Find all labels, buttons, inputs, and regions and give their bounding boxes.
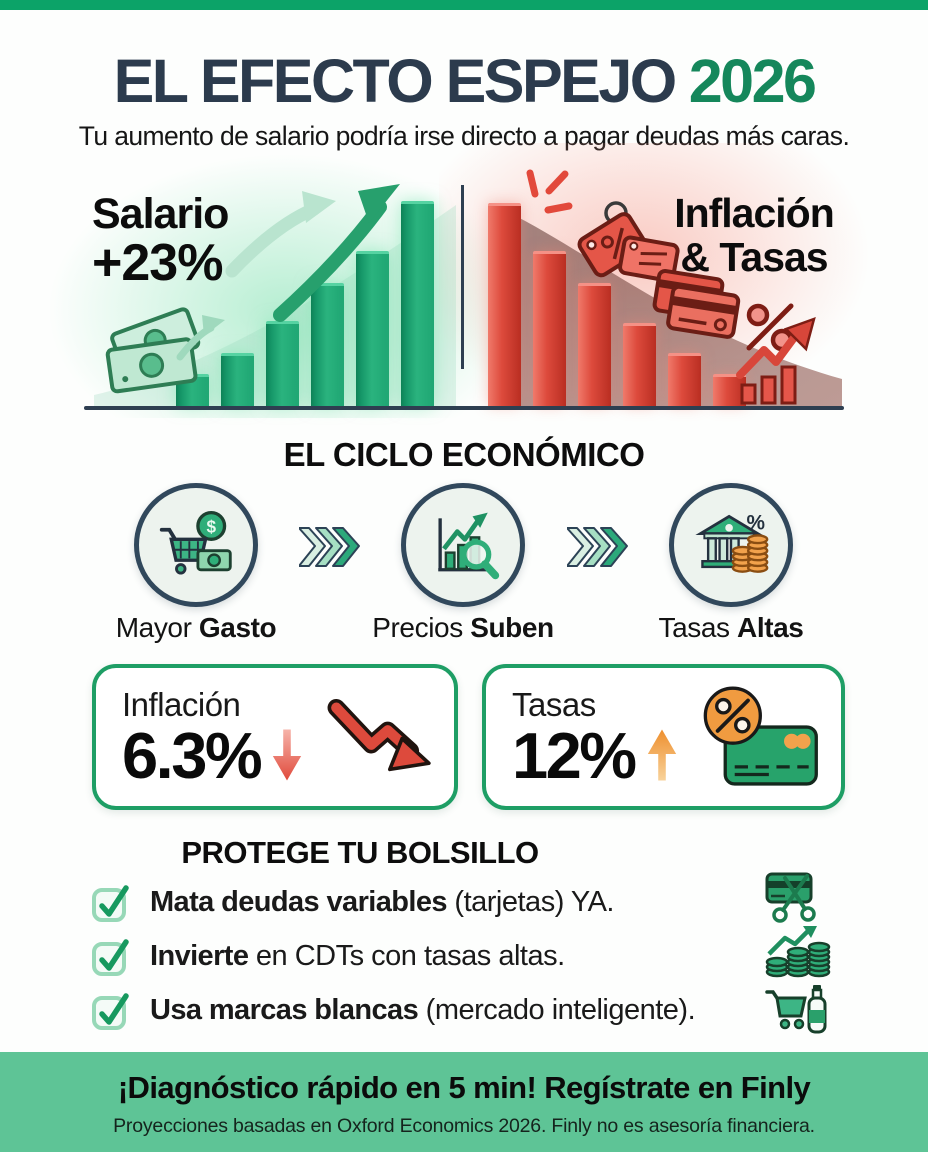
- protect-item-3: Usa marcas blancas (mercado inteligente)…: [92, 986, 696, 1034]
- chevron-arrows-icon: [299, 527, 360, 567]
- inflation-stat-card: Inflación 6.3%: [92, 664, 458, 810]
- chart-bar: [221, 353, 254, 406]
- cycle-label-bold: Gasto: [198, 612, 277, 643]
- chart-bar: [356, 251, 389, 406]
- footer-cta-band: ¡Diagnóstico rápido en 5 min! Regístrate…: [0, 1052, 928, 1152]
- cycle-step-tasas: %: [669, 483, 793, 607]
- cycle-label-bold: Altas: [737, 612, 804, 643]
- top-accent-bar: [0, 0, 928, 10]
- protect-item-2: Invierte en CDTs con tasas altas.: [92, 932, 565, 980]
- checkbox-check-icon: [92, 885, 129, 922]
- protect-item-rest: en CDTs con tasas altas.: [248, 939, 565, 972]
- protect-item-text: Invierte en CDTs con tasas altas.: [150, 940, 565, 973]
- chart-bar: [311, 283, 344, 406]
- chart-bar: [623, 323, 656, 406]
- inflation-stat-value: 6.3%: [122, 718, 263, 792]
- chart-bar: [578, 283, 611, 406]
- protect-item-1: Mata deudas variables (tarjetas) YA.: [92, 878, 614, 926]
- cycle-step-gasto: $: [134, 483, 258, 607]
- protect-item-bold: Usa marcas blancas: [150, 993, 419, 1026]
- chevron-arrows-icon: [567, 527, 628, 567]
- cycle-label-gasto: Mayor Gasto: [76, 612, 316, 644]
- cycle-label-tasas: Tasas Altas: [611, 612, 851, 644]
- svg-text:$: $: [206, 517, 216, 537]
- chart-bar: [266, 321, 299, 406]
- inflation-bars: [488, 203, 746, 406]
- shopping-cart-money-icon: $: [159, 510, 232, 575]
- inflation-stat-label: Inflación: [122, 686, 241, 724]
- page-title: EL EFECTO ESPEJO 2026: [0, 46, 928, 116]
- cycle-label-bold: Suben: [470, 612, 554, 643]
- red-zigzag-down-arrow-icon: [327, 698, 431, 772]
- percent-rise-chart-icon: [736, 303, 816, 405]
- protect-section-title: PROTEGE TU BOLSILLO: [181, 835, 539, 870]
- cycle-label-prefix: Mayor: [115, 612, 199, 643]
- footer-headline: ¡Diagnóstico rápido en 5 min! Regístrate…: [117, 1070, 811, 1105]
- title-year: 2026: [688, 47, 817, 115]
- chart-bar: [668, 353, 701, 406]
- cart-bottle-icon: [765, 985, 827, 1034]
- percent-credit-card-icon: [703, 686, 818, 786]
- center-divider-line: [461, 185, 464, 369]
- cycle-section-title: EL CICLO ECONÓMICO: [283, 436, 645, 473]
- checkbox-check-icon: [92, 939, 129, 976]
- orange-up-arrow-icon: [647, 729, 676, 781]
- red-down-arrow-icon: [272, 729, 302, 781]
- inflation-label-line2: & Tasas: [680, 234, 828, 281]
- rates-stat-label: Tasas: [512, 686, 596, 724]
- growth-coins-icon: [765, 926, 831, 978]
- price-chart-magnifier-icon: [438, 512, 500, 580]
- salary-label: Salario +23%: [92, 190, 229, 292]
- protect-item-text: Usa marcas blancas (mercado inteligente)…: [150, 993, 696, 1027]
- protect-item-bold: Invierte: [150, 939, 249, 972]
- protect-item-rest: (tarjetas) YA.: [446, 885, 614, 918]
- credit-cards-icon: [652, 268, 741, 339]
- salary-label-line1: Salario: [92, 190, 229, 238]
- bank-coins-percent-icon: %: [695, 512, 769, 573]
- checkbox-check-icon: [92, 993, 129, 1030]
- protect-item-rest: (mercado inteligente).: [418, 993, 696, 1026]
- impact-sparks-icon: [526, 169, 573, 214]
- price-tags-icon: [577, 201, 680, 283]
- protect-item-text: Mata deudas variables (tarjetas) YA.: [150, 886, 614, 919]
- cycle-label-prefix: Precios: [372, 612, 471, 643]
- inflation-label-line1: Inflación: [674, 190, 835, 236]
- dark-growth-arrow-icon: [273, 184, 400, 322]
- chart-bar: [533, 251, 566, 406]
- chart-bar: [488, 203, 521, 406]
- cycle-label-prefix: Tasas: [658, 612, 738, 643]
- scissors-credit-card-icon: [765, 872, 816, 923]
- rates-stat-card: Tasas 12%: [482, 664, 845, 810]
- footer-disclaimer: Proyecciones basadas en Oxford Economics…: [113, 1115, 815, 1137]
- mirror-chart: Salario +23% Inflación & Tasas: [39, 143, 879, 423]
- salary-gain-value: +23%: [92, 233, 223, 292]
- inflation-rates-label: Inflación & Tasas: [664, 191, 844, 280]
- small-growth-arrow-icon: [176, 315, 225, 361]
- chart-baseline: [84, 406, 844, 410]
- salary-decorations: [105, 184, 400, 394]
- protect-item-bold: Mata deudas variables: [150, 885, 447, 918]
- light-growth-arrow-icon: [225, 191, 336, 278]
- salary-bars: [176, 201, 434, 406]
- rates-stat-value: 12%: [512, 718, 637, 792]
- cycle-step-precios: [401, 483, 525, 607]
- money-bills-icon: [105, 307, 201, 394]
- chart-bar: [401, 201, 434, 406]
- inflation-decorations: [526, 169, 816, 405]
- title-main: EL EFECTO ESPEJO: [113, 47, 678, 115]
- cycle-label-precios: Precios Suben: [343, 612, 583, 644]
